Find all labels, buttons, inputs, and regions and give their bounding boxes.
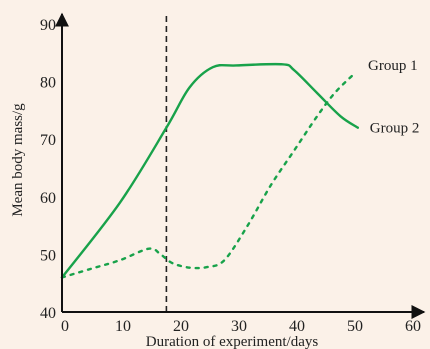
y-tick-label: 40 — [40, 305, 56, 322]
x-tick-label: 50 — [347, 318, 363, 335]
series-label-group-1: Group 1 — [368, 58, 418, 74]
x-tick-labels: 0 10 20 30 40 50 60 — [61, 318, 421, 335]
y-tick-labels: 40 50 60 70 80 90 — [40, 17, 56, 322]
x-tick-label: 10 — [115, 318, 131, 335]
x-tick-label: 60 — [405, 318, 421, 335]
series-line-group-1 — [60, 74, 354, 279]
x-axis-label: Duration of experiment/days — [146, 334, 319, 349]
x-tick-label: 40 — [289, 318, 305, 335]
series-label-group-2: Group 2 — [370, 121, 420, 137]
series-labels: Group 1 Group 2 — [368, 58, 419, 137]
y-tick-label: 80 — [40, 75, 56, 92]
y-tick-label: 60 — [40, 190, 56, 207]
y-tick-label: 70 — [40, 132, 56, 149]
y-axis-label: Mean body mass/g — [10, 103, 26, 217]
series-line-group-2 — [60, 62, 359, 279]
y-tick-label: 90 — [40, 17, 56, 34]
y-tick-label: 50 — [40, 247, 56, 264]
x-tick-label: 0 — [61, 318, 69, 335]
x-tick-label: 20 — [173, 318, 189, 335]
series-lines — [60, 16, 359, 312]
x-tick-label: 30 — [231, 318, 247, 335]
